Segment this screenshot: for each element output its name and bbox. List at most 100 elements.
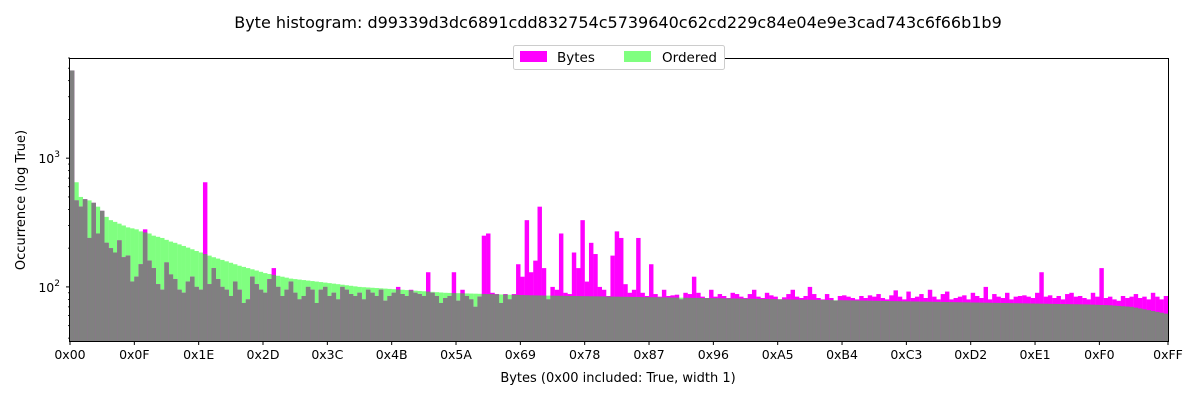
overlap-bar [756, 298, 761, 341]
x-tick-label: 0x4B [376, 347, 408, 362]
overlap-bar [413, 292, 418, 341]
overlap-bar [910, 301, 916, 341]
overlap-bar [280, 295, 285, 341]
overlap-bar [627, 296, 633, 341]
overlap-bar [331, 292, 337, 341]
x-axis-label: Bytes (0x00 included: True, width 1) [500, 371, 735, 386]
overlap-bar [130, 281, 135, 341]
y-tick-label: 102 [38, 279, 60, 295]
overlap-bar [777, 299, 783, 341]
overlap-bar [263, 292, 268, 341]
overlap-bar [726, 298, 731, 341]
overlap-bar [567, 295, 572, 341]
ordered-bar [160, 237, 165, 341]
overlap-bar [580, 296, 585, 341]
overlap-bar [1077, 304, 1083, 341]
overlap-bar [640, 297, 645, 341]
overlap-bar [425, 291, 431, 341]
overlap-bar [348, 294, 354, 341]
overlap-bar [468, 299, 474, 341]
overlap-bar [1043, 303, 1049, 341]
overlap-bar [691, 297, 697, 341]
legend-label-bytes: Bytes [557, 50, 595, 66]
overlap-bar [936, 301, 941, 341]
overlap-bar [357, 292, 362, 341]
overlap-bar [1125, 306, 1130, 341]
overlap-bar [1030, 303, 1036, 341]
overlap-bar [1073, 304, 1079, 341]
overlap-bar [404, 295, 409, 341]
overlap-bar [108, 248, 114, 341]
overlap-bar [953, 302, 958, 341]
overlap-bar [1112, 305, 1117, 341]
overlap-bar [1137, 308, 1143, 341]
x-tick-label: 0x2D [247, 347, 280, 362]
bytes-bar [537, 206, 542, 341]
overlap-bar [709, 298, 714, 341]
overlap-bar [803, 299, 808, 341]
overlap-bar [147, 260, 152, 341]
overlap-bar [87, 237, 92, 341]
overlap-bar [383, 300, 388, 341]
overlap-bar [288, 281, 294, 341]
overlap-bar [160, 289, 165, 341]
overlap-bar [824, 300, 830, 341]
bytes-bar [580, 220, 585, 341]
overlap-bar [520, 295, 525, 341]
overlap-bar [486, 294, 491, 341]
overlap-bar [889, 301, 894, 341]
overlap-bar [812, 299, 817, 341]
overlap-bar [919, 301, 924, 341]
overlap-bar [190, 276, 195, 341]
overlap-bar [807, 299, 813, 341]
bytes-bar [636, 237, 641, 341]
overlap-bar [906, 301, 911, 341]
overlap-bar [649, 297, 654, 341]
overlap-bar [713, 298, 718, 341]
overlap-bar [631, 296, 637, 341]
legend: Bytes Ordered [513, 45, 725, 70]
overlap-bar [717, 298, 723, 341]
overlap-bar [387, 295, 392, 341]
overlap-bar [464, 295, 470, 341]
overlap-bar [927, 301, 933, 341]
overlap-bar [1047, 303, 1053, 341]
overlap-bar [606, 296, 611, 341]
overlap-bar [983, 302, 989, 341]
overlap-bar [1069, 304, 1074, 341]
bytes-bar [486, 233, 491, 341]
overlap-bar [992, 302, 997, 341]
overlap-bar [636, 296, 641, 341]
overlap-bar [623, 296, 628, 341]
x-tick-label: 0xFF [1153, 347, 1183, 362]
overlap-bar [666, 297, 671, 341]
overlap-bar [696, 297, 701, 341]
overlap-bar [833, 300, 838, 341]
overlap-bar [619, 296, 624, 341]
overlap-bar [524, 295, 530, 341]
overlap-bar [610, 296, 615, 341]
overlap-bar [949, 302, 954, 341]
bytes-bar [1099, 268, 1104, 341]
overlap-bar [1133, 307, 1139, 341]
x-tick-label: 0xB4 [826, 347, 858, 362]
overlap-bar [721, 298, 727, 341]
overlap-bar [593, 296, 598, 341]
overlap-bar [301, 295, 307, 341]
overlap-bar [700, 297, 705, 341]
legend-frame [513, 45, 725, 70]
overlap-bar [644, 297, 650, 341]
overlap-bar [181, 292, 186, 341]
overlap-bar [211, 268, 216, 341]
overlap-bar [91, 202, 96, 341]
overlap-bar [447, 295, 452, 341]
overlap-bar [417, 294, 422, 341]
overlap-bar [245, 299, 251, 341]
x-tick-label: 0x87 [633, 347, 664, 362]
overlap-bar [820, 299, 826, 341]
overlap-bar [601, 296, 607, 341]
overlap-bar [267, 279, 272, 341]
y-axis-label: Occurrence (log True) [14, 130, 29, 270]
overlap-bar [1060, 304, 1066, 341]
overlap-bar [254, 284, 259, 341]
